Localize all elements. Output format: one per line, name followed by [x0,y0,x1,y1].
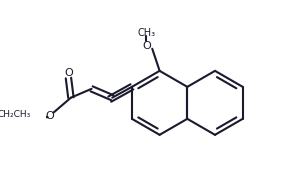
Text: O: O [64,68,73,78]
Text: O: O [142,41,151,51]
Text: CH₂CH₃: CH₂CH₃ [0,110,31,119]
Text: CH₃: CH₃ [137,28,155,38]
Text: O: O [45,111,54,121]
